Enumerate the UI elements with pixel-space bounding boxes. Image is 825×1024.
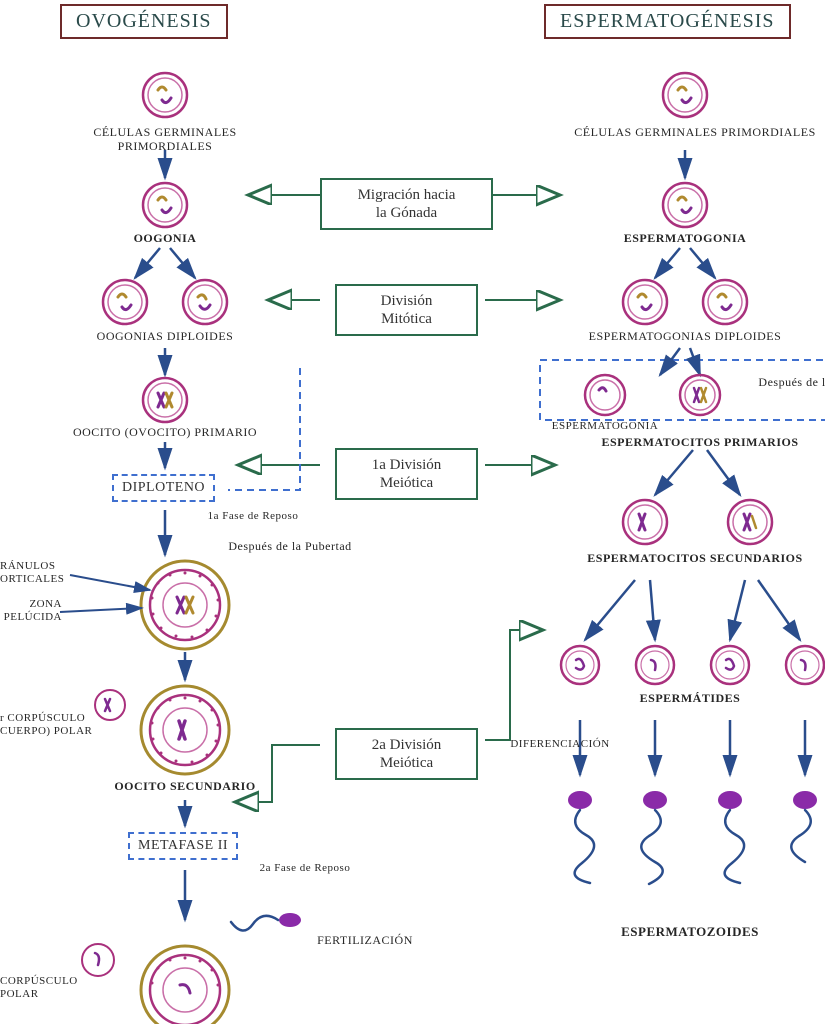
cell-ovulo-final <box>141 946 229 1024</box>
lbl-cgp-l: CÉLULAS GERMINALES PRIMORDIALES <box>45 126 285 154</box>
arrow <box>707 450 740 495</box>
arrow <box>690 248 715 278</box>
cell-espermatogonia <box>663 183 707 227</box>
diagram-canvas <box>0 0 825 1024</box>
arrow <box>170 248 195 278</box>
lbl-pubertad: Después de la Pubertad <box>205 540 375 554</box>
lbl-espermatogonia-top: ESPERMATOGONIA <box>610 232 760 246</box>
lbl-fertilizacion: FERTILIZACIÓN <box>300 934 430 948</box>
sperm-3 <box>718 791 744 883</box>
cell-oogonia-dip-2 <box>183 280 227 324</box>
cell-espcito-sec-1 <box>623 500 667 544</box>
sperm-fertilizing <box>231 913 301 931</box>
cell-oocito-zona <box>141 561 229 649</box>
lbl-oogonia: OOGONIA <box>125 232 205 246</box>
lbl-corp1: r CORPÚSCULO CUERPO) POLAR <box>0 712 95 737</box>
stage-meio1: 1a División Meiótica <box>335 448 478 500</box>
lbl-esp-dip: ESPERMATOGONIAS DIPLOIDES <box>575 330 795 344</box>
cell-espermatide-1 <box>561 646 599 684</box>
arrow <box>650 580 655 640</box>
lbl-espermatozoides: ESPERMATOZOIDES <box>600 925 780 940</box>
stage-meio2: 2a División Meiótica <box>335 728 478 780</box>
cell-espermatide-2 <box>636 646 674 684</box>
lbl-rep1: 1a Fase de Reposo <box>188 510 318 523</box>
cell-espermatogonia-b <box>585 375 625 415</box>
stage-migracion: Migración hacia la Gónada <box>320 178 493 230</box>
cell-espcito-sec-2 <box>728 500 772 544</box>
sperm-4 <box>791 791 817 862</box>
arrow <box>60 608 142 612</box>
arrow <box>758 580 800 640</box>
cell-espgonia-dip-1 <box>623 280 667 324</box>
sperm-1 <box>568 791 594 883</box>
arrow <box>655 248 680 278</box>
title-ovogenesis: OVOGÉNESIS <box>60 4 228 39</box>
sperm-2 <box>641 791 667 884</box>
cell-polar-body-2 <box>82 944 114 976</box>
cell-oocito-primario <box>143 378 187 422</box>
title-espermatogenesis: ESPERMATOGÉNESIS <box>544 4 791 39</box>
lbl-esp-sec: ESPERMATOCITOS SECUNDARIOS <box>570 552 820 566</box>
arrow <box>730 580 745 640</box>
lbl-corp2: CORPÚSCULO POLAR <box>0 975 85 1000</box>
cell-oocito-secundario <box>141 686 229 774</box>
arrow <box>70 575 150 590</box>
cell-espermatocito-prim-icon <box>680 375 720 415</box>
dash-region-puberty <box>540 360 825 420</box>
cell-pgc-ovo <box>143 73 187 117</box>
arrow <box>655 450 693 495</box>
arrow <box>135 248 160 278</box>
lbl-cgp-r: CÉLULAS GERMINALES PRIMORDIALES <box>565 126 825 140</box>
lbl-espgonia-b: ESPERMATOGONIA <box>545 420 665 433</box>
arrow <box>690 348 700 375</box>
cell-espermatide-4 <box>786 646 824 684</box>
stage-mitotica: División Mitótica <box>335 284 478 336</box>
cell-oogonia <box>143 183 187 227</box>
cell-oogonia-dip-1 <box>103 280 147 324</box>
lbl-espermatides: ESPERMÁTIDES <box>600 692 780 706</box>
lbl-diferenciacion: DIFERENCIACIÓN <box>500 738 620 751</box>
arrow <box>660 348 680 375</box>
lbl-oog-dip: OOGONIAS DIPLOIDES <box>85 330 245 344</box>
lbl-despues-r: Después de la <box>745 376 825 390</box>
lbl-oocito-prim: OOCITO (OVOCITO) PRIMARIO <box>60 426 270 440</box>
arrow-green <box>485 630 543 740</box>
lbl-oocito-sec: OOCITO SECUNDARIO <box>100 780 270 794</box>
lbl-rep2: 2a Fase de Reposo <box>240 862 370 875</box>
cell-espgonia-dip-2 <box>703 280 747 324</box>
lbl-zona: ZONA PELÚCIDA <box>0 598 62 623</box>
arrow <box>585 580 635 640</box>
lbl-esp-prim: ESPERMATOCITOS PRIMARIOS <box>590 436 810 450</box>
cell-polar-body-1 <box>95 690 125 720</box>
box-diploteno: DIPLOTENO <box>112 474 215 502</box>
cell-pgc-esp <box>663 73 707 117</box>
lbl-granulos: RÁNULOS ORTICALES <box>0 560 70 585</box>
box-metafase: METAFASE II <box>128 832 238 860</box>
cell-espermatide-3 <box>711 646 749 684</box>
